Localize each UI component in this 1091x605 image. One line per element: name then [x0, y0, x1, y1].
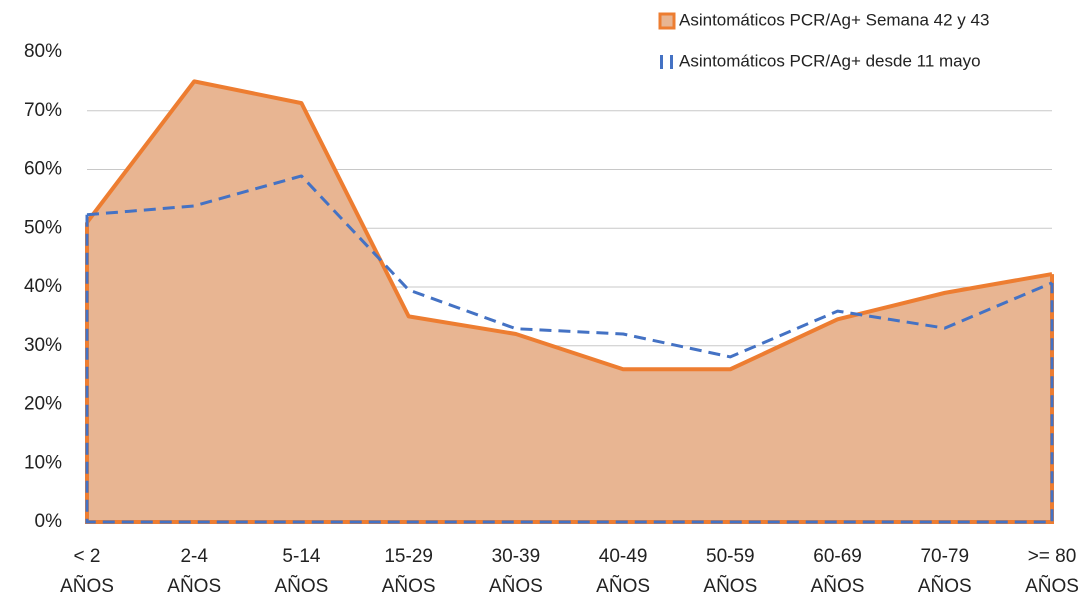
x-tick-label: AÑOS: [1025, 575, 1079, 597]
x-tick-label: 40-49: [599, 546, 648, 567]
x-tick-label: 70-79: [920, 546, 969, 567]
x-tick-label: 30-39: [492, 546, 541, 567]
x-tick-label: 60-69: [813, 546, 862, 567]
area-edge: [85, 214, 1054, 524]
x-tick-label: AÑOS: [167, 575, 221, 597]
x-tick-label: AÑOS: [596, 575, 650, 597]
series-line: [85, 79, 1053, 372]
y-tick-label: 10%: [24, 452, 62, 473]
x-tick-label: 2-4: [180, 546, 208, 567]
legend: Asintomáticos PCR/Ag+ Semana 42 y 43 Asin…: [658, 10, 989, 70]
y-tick-label: 40%: [24, 276, 62, 297]
legend-swatch: [658, 12, 676, 30]
y-tick-label: 0%: [35, 511, 63, 532]
x-tick-label: 50-59: [706, 546, 755, 567]
y-tick-label: 20%: [24, 394, 62, 415]
x-tick-label: < 2: [74, 546, 101, 567]
y-tick-label: 50%: [24, 217, 62, 238]
y-tick-label: 60%: [24, 159, 62, 180]
x-tick-label: AÑOS: [489, 575, 543, 597]
y-tick-label: 80%: [24, 41, 62, 62]
x-tick-label: AÑOS: [60, 575, 114, 597]
legend-label: Asintomáticos PCR/Ag+ Semana 42 y 43: [679, 10, 989, 29]
x-tick-label: AÑOS: [918, 575, 972, 597]
x-tick-label: 5-14: [282, 546, 320, 567]
x-tick-label: AÑOS: [811, 575, 865, 597]
x-tick-label: AÑOS: [275, 575, 329, 597]
legend-label: Asintomáticos PCR/Ag+ desde 11 mayo: [679, 51, 981, 70]
y-tick-label: 30%: [24, 335, 62, 356]
x-tick-label: AÑOS: [703, 575, 757, 597]
series-line: [86, 174, 1053, 359]
y-tick-label: 70%: [24, 100, 62, 121]
x-tick-label: AÑOS: [382, 575, 436, 597]
area-fill: [87, 81, 1052, 522]
x-tick-label: >= 80: [1028, 546, 1077, 567]
x-tick-label: 15-29: [384, 546, 433, 567]
